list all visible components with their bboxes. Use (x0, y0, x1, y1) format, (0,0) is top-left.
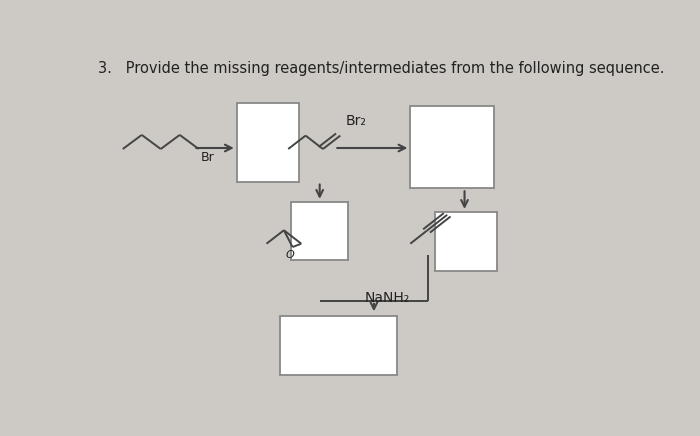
Text: NaNH₂: NaNH₂ (364, 291, 409, 305)
Text: Br: Br (200, 151, 214, 164)
Bar (291, 202, 348, 260)
Text: 3.   Provide the missing reagents/intermediates from the following sequence.: 3. Provide the missing reagents/intermed… (98, 61, 665, 76)
Bar (435, 212, 497, 270)
Bar (410, 106, 494, 188)
Bar (280, 316, 397, 375)
Text: Br₂: Br₂ (346, 114, 367, 128)
Bar (237, 102, 299, 181)
Text: O: O (286, 250, 294, 260)
